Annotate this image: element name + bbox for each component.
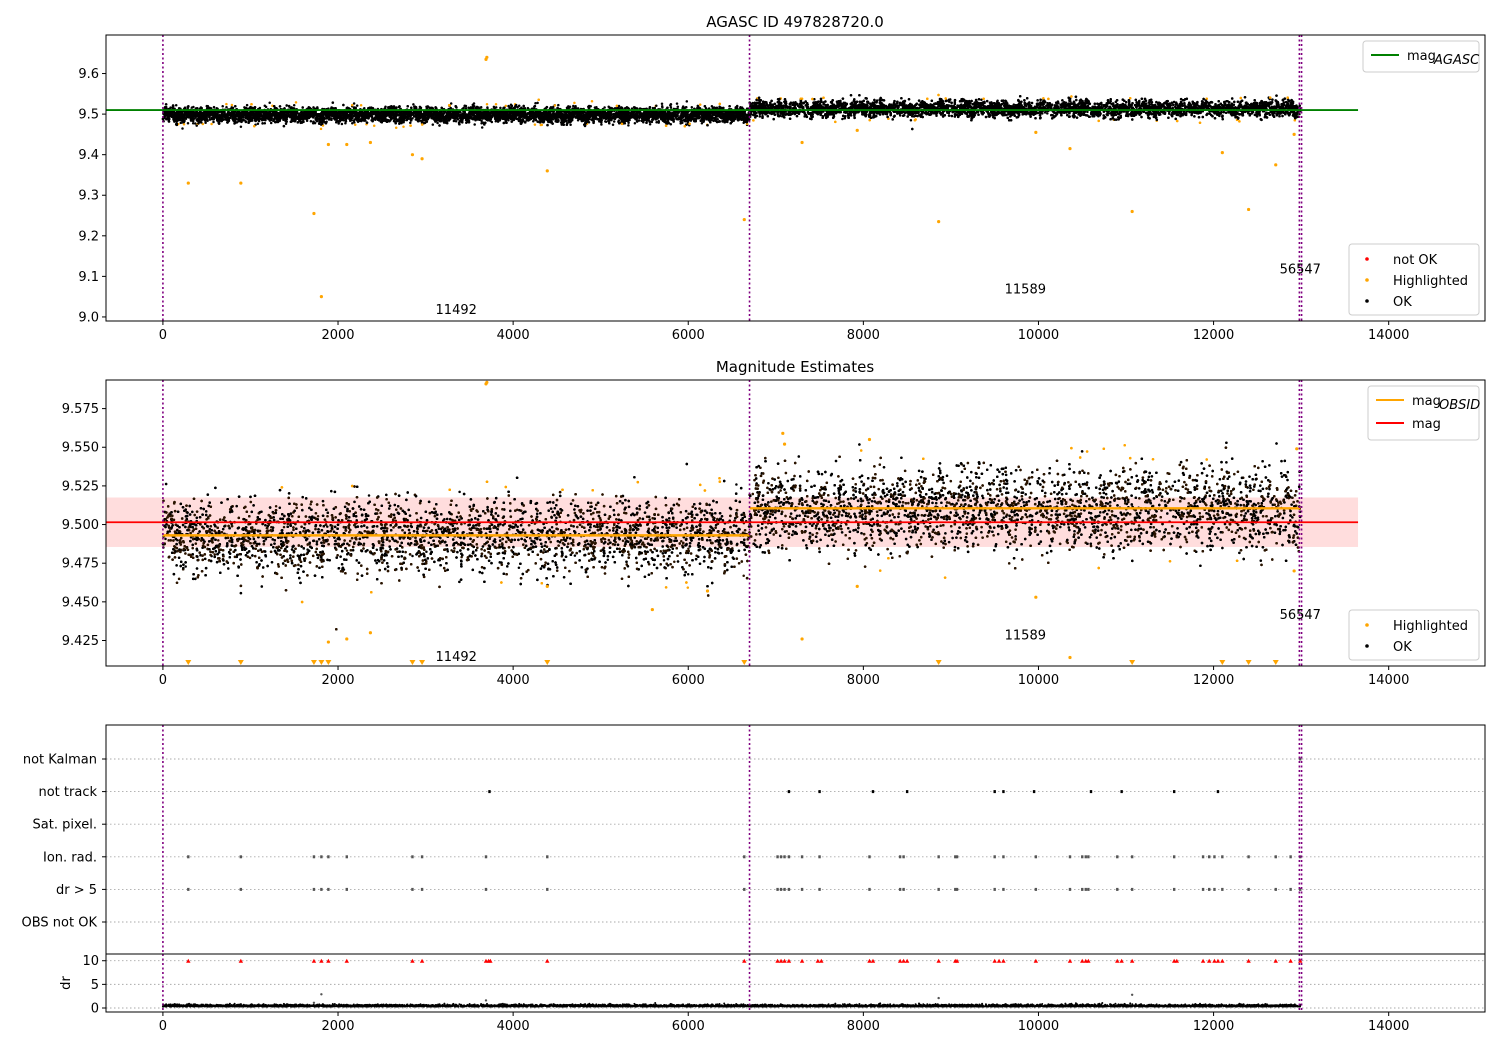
ok-point (344, 122, 347, 125)
ok-point (494, 119, 498, 123)
ok-point (479, 105, 483, 109)
ok-point (430, 106, 434, 109)
ok-point (186, 122, 190, 125)
ok-point (603, 106, 606, 109)
ok-point (640, 119, 643, 123)
ok-point (712, 113, 715, 117)
ok-point (256, 122, 260, 125)
ok-point (600, 123, 603, 126)
ok-point (675, 102, 679, 105)
ok-point (204, 121, 207, 125)
highlighted-point (394, 126, 398, 130)
ok-point (486, 106, 489, 109)
ok-point (473, 123, 476, 126)
highlighted-point (294, 101, 298, 104)
ok-point (635, 118, 638, 121)
ok-point (264, 105, 268, 109)
ok-point (454, 120, 458, 123)
ok-point (179, 121, 183, 125)
highlighted-point (573, 101, 576, 105)
ok-point (212, 105, 216, 109)
ok-point (362, 119, 366, 122)
ok-point (632, 105, 636, 109)
ok-point (633, 122, 637, 125)
highlighted-point (319, 127, 323, 131)
ok-point (464, 104, 468, 108)
ok-point (648, 123, 652, 126)
highlighted-point (698, 103, 702, 106)
ok-point (660, 102, 664, 106)
highlighted-point (210, 122, 213, 126)
highlighted-point (372, 124, 376, 128)
ok-point (239, 125, 243, 129)
highlighted-point (533, 123, 537, 126)
ok-point (340, 122, 344, 126)
ok-point (412, 103, 415, 106)
ok-point (269, 121, 273, 125)
ok-point (292, 103, 296, 107)
highlighted-point (485, 103, 489, 106)
highlighted-point (590, 100, 594, 103)
ok-point (655, 104, 658, 107)
ok-point (181, 127, 184, 130)
ok-point (192, 105, 195, 109)
plot-content (106, 55, 1359, 299)
ok-point (269, 118, 273, 122)
ok-point (651, 106, 655, 110)
ok-point (225, 106, 228, 109)
highlighted-point (494, 102, 498, 106)
ok-point (316, 106, 319, 109)
ok-point (431, 123, 435, 126)
ok-point (690, 106, 694, 109)
ok-point (499, 106, 502, 110)
ok-point (452, 119, 456, 123)
ok-point (557, 103, 560, 107)
ok-point (681, 121, 684, 125)
ok-point (409, 121, 412, 125)
ok-point (685, 100, 689, 103)
highlighted-point (225, 102, 228, 106)
ok-point (355, 104, 359, 107)
highlighted-point (182, 123, 186, 126)
ok-point (536, 101, 539, 105)
highlighted-point (540, 123, 544, 127)
ok-point (436, 121, 439, 125)
ok-point (191, 121, 195, 125)
ok-point (268, 101, 271, 104)
ok-point (194, 122, 197, 125)
ok-point (221, 105, 224, 108)
ok-point (174, 104, 178, 107)
ok-point (352, 102, 356, 105)
ok-point (480, 126, 484, 129)
ok-point (676, 105, 680, 108)
ok-point (351, 121, 354, 125)
ok-point (534, 102, 537, 105)
ok-point (284, 122, 288, 125)
ok-point (532, 120, 535, 123)
highlighted-point (350, 103, 354, 107)
ok-point (309, 119, 313, 123)
ok-point (572, 104, 575, 108)
highlighted-point (353, 123, 357, 126)
panel-title-agasc: AGASC ID 497828720.0 (706, 13, 884, 31)
ok-point (449, 102, 453, 105)
